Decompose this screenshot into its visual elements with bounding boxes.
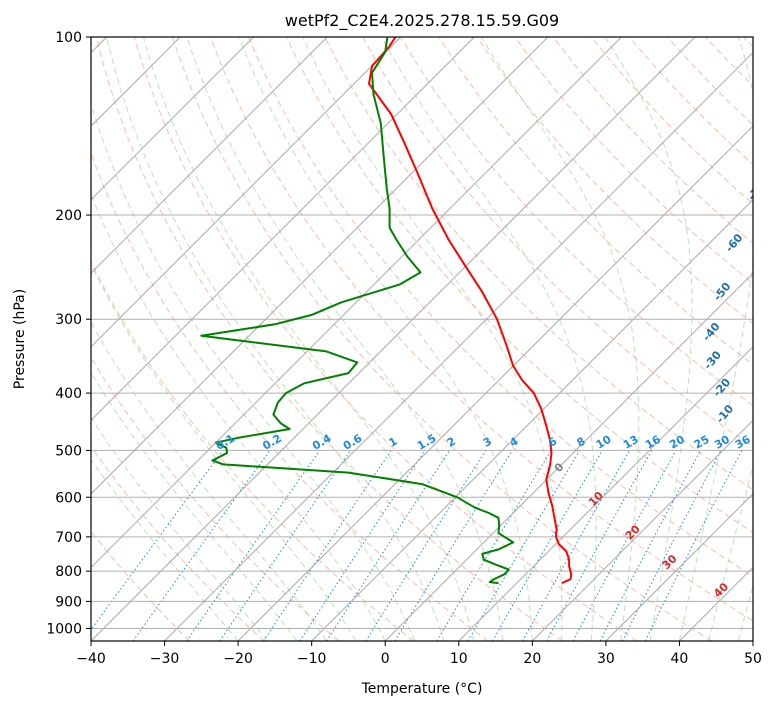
dry-adiabat-line (91, 356, 340, 641)
moist-adiabat-line (480, 37, 640, 641)
mixing-ratio-line (522, 450, 631, 641)
mixing-ratio-line (186, 450, 321, 641)
moist-adiabat-line (91, 101, 416, 641)
mixing-ratio-line (546, 450, 653, 641)
y-tick-label: 1000 (46, 621, 82, 637)
y-tick-label: 400 (55, 386, 82, 402)
mixing-ratio-line (572, 450, 677, 641)
dry-adiabat-line (91, 445, 265, 641)
dry-adiabat-line (171, 37, 713, 641)
x-axis-ticks: −40 −30 −20 −10 0 10 20 30 40 50 (76, 641, 762, 667)
y-tick-label: 500 (55, 443, 82, 459)
moist-adiabat-line (91, 458, 239, 641)
y-tick-label: 300 (55, 312, 82, 328)
x-tick-label: −30 (150, 651, 180, 667)
moist-adiabat-line (186, 37, 504, 641)
y-tick-label: 900 (55, 594, 82, 610)
x-tick-label: −10 (297, 651, 327, 667)
isotherm-line (237, 125, 753, 641)
isotherm-line (91, 37, 255, 201)
temperature-profile-line (368, 37, 573, 585)
moist-adiabat-line (381, 37, 597, 641)
y-tick-label: 200 (55, 208, 82, 224)
x-tick-label: 40 (671, 651, 689, 667)
dry-adiabat-line (324, 37, 753, 491)
moist-adiabat-line (302, 37, 563, 641)
dry-adiabat-line (514, 37, 753, 284)
mixing-ratio-lines (91, 450, 743, 641)
moist-adiabat-line (678, 37, 753, 641)
y-tick-label: 100 (55, 30, 82, 46)
chart-title: wetPf2_C2E4.2025.278.15.59.G09 (285, 11, 559, 31)
x-tick-label: 50 (744, 651, 762, 667)
x-tick-label: −40 (76, 651, 106, 667)
moist-adiabat-line (91, 371, 298, 641)
moist-adiabat-line (91, 321, 327, 641)
x-tick-label: 0 (381, 651, 390, 667)
dewpoint-profile-line (200, 37, 515, 585)
dry-adiabats (91, 37, 753, 641)
y-tick-label: 800 (55, 564, 82, 580)
pressure-gridlines (91, 37, 753, 629)
moist-adiabat-line (604, 37, 693, 641)
x-tick-label: 20 (523, 651, 541, 667)
isotherm-line (91, 37, 328, 274)
isotherm-line (164, 51, 753, 641)
moist-adiabat-line (91, 193, 386, 641)
dry-adiabat-label: -70 (745, 179, 768, 203)
dry-adiabat-line (209, 37, 753, 622)
moist-adiabat-line (708, 464, 753, 641)
moist-adiabat-line (142, 37, 474, 641)
x-tick-label: 10 (450, 651, 468, 667)
moist-adiabat-line (91, 416, 268, 641)
isotherm-line (91, 37, 549, 495)
y-axis-label: Pressure (hPa) (12, 289, 28, 389)
moist-adiabat-line (106, 37, 445, 641)
mixing-ratio-line (299, 450, 426, 641)
x-tick-label: 30 (597, 651, 615, 667)
dry-adiabat-line (286, 37, 753, 534)
mixing-ratio-line (326, 450, 451, 641)
moist-adiabat-line (737, 584, 753, 641)
y-tick-label: 700 (55, 530, 82, 546)
isotherm-line (458, 346, 753, 641)
isotherm-line (531, 419, 753, 641)
moist-adiabat-line (238, 37, 533, 641)
isotherms (91, 37, 753, 641)
mixing-ratio-line (394, 450, 513, 641)
moist-adiabat-line (91, 263, 357, 641)
dry-adiabat-line (95, 37, 563, 641)
dry-adiabat-line (247, 37, 753, 577)
mixing-ratio-line (91, 450, 224, 631)
x-tick-label: −20 (223, 651, 253, 667)
plot-area: 0.10.20.40.611.52346810131620253036-100-… (91, 37, 768, 641)
plot-frame (90, 36, 754, 642)
isotherm-line (605, 493, 753, 641)
mixing-ratio-line (644, 450, 743, 641)
mixing-ratio-line (219, 450, 352, 641)
dry-adiabat-line (91, 260, 414, 641)
x-axis-label: Temperature (°C) (361, 681, 483, 697)
moist-adiabats (91, 37, 753, 641)
isotherm-line (91, 37, 622, 569)
y-axis-ticks: 100 200 300 400 500 600 700 800 900 1000 (46, 30, 91, 637)
y-tick-label: 600 (55, 490, 82, 506)
isotherm-line (311, 198, 753, 641)
isotherm-line (91, 37, 402, 348)
isotherm-line (91, 37, 475, 422)
dry-adiabat-line (133, 37, 638, 641)
profile-series (200, 37, 573, 585)
isotherm-line (384, 272, 753, 641)
mixing-ratio-line (263, 450, 392, 641)
isotherm-line (91, 37, 696, 641)
